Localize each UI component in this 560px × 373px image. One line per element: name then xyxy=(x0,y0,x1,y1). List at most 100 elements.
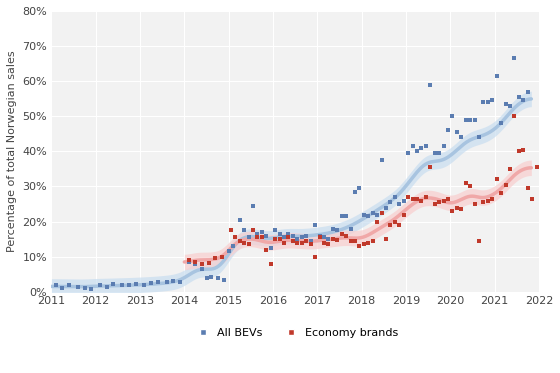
Point xyxy=(333,228,342,233)
Point xyxy=(306,241,315,247)
Point xyxy=(435,199,444,205)
Point xyxy=(262,247,271,253)
Point xyxy=(395,222,404,228)
Point xyxy=(413,148,422,154)
Point xyxy=(360,241,368,247)
Point xyxy=(131,282,140,288)
Point xyxy=(519,147,528,153)
Point xyxy=(175,279,184,285)
Point xyxy=(147,280,156,286)
Point xyxy=(244,241,253,247)
Point xyxy=(501,101,510,107)
Point xyxy=(506,166,515,172)
Point xyxy=(492,176,501,182)
Point xyxy=(413,196,422,202)
Point xyxy=(270,236,279,242)
Point xyxy=(532,164,541,170)
Point xyxy=(124,282,133,288)
Point xyxy=(399,211,408,217)
Point xyxy=(311,254,320,260)
Point xyxy=(288,233,297,239)
Point xyxy=(461,117,470,123)
Point xyxy=(364,213,373,219)
Point xyxy=(390,194,399,200)
Point xyxy=(404,150,413,156)
Point xyxy=(492,73,501,79)
Point xyxy=(169,278,178,284)
Point xyxy=(417,145,426,151)
Point xyxy=(466,117,475,123)
Point xyxy=(381,236,390,242)
Point xyxy=(184,257,193,263)
Point xyxy=(390,219,399,225)
Point xyxy=(73,283,82,289)
Point xyxy=(235,238,244,244)
Point xyxy=(381,204,390,210)
Point xyxy=(64,282,73,288)
Point xyxy=(258,234,267,240)
Point xyxy=(461,180,470,186)
Point xyxy=(337,231,346,237)
Point xyxy=(444,127,452,133)
Point xyxy=(324,236,333,242)
Point xyxy=(235,217,244,223)
Point xyxy=(258,229,267,235)
Legend: All BEVs, Economy brands: All BEVs, Economy brands xyxy=(188,323,403,342)
Point xyxy=(228,243,237,249)
Point xyxy=(191,259,200,265)
Point xyxy=(351,238,360,244)
Point xyxy=(355,243,364,249)
Point xyxy=(404,194,413,200)
Point xyxy=(279,234,288,240)
Point xyxy=(342,213,351,219)
Point xyxy=(426,82,435,88)
Point xyxy=(80,285,89,291)
Point xyxy=(510,113,519,119)
Point xyxy=(328,236,337,242)
Point xyxy=(452,204,461,210)
Point xyxy=(249,228,258,233)
Point xyxy=(328,226,337,232)
Point xyxy=(244,234,253,240)
Point xyxy=(457,134,466,140)
Point xyxy=(275,231,284,237)
Point xyxy=(224,248,233,254)
Point xyxy=(426,164,435,170)
Point xyxy=(267,261,276,267)
Point xyxy=(319,240,328,246)
Point xyxy=(140,282,149,288)
Point xyxy=(483,99,492,105)
Point xyxy=(528,196,536,202)
Point xyxy=(207,274,216,280)
Point xyxy=(198,261,207,267)
Point xyxy=(506,103,515,109)
Point xyxy=(368,238,377,244)
Point xyxy=(198,266,207,272)
Point xyxy=(153,279,162,285)
Point xyxy=(231,234,240,240)
Point xyxy=(474,238,483,244)
Point xyxy=(515,94,524,100)
Point xyxy=(118,282,127,288)
Point xyxy=(372,219,381,225)
Point xyxy=(421,194,430,200)
Point xyxy=(253,231,262,237)
Point xyxy=(470,117,479,123)
Point xyxy=(377,157,386,163)
Point xyxy=(211,256,220,261)
Point xyxy=(293,240,302,246)
Point xyxy=(217,254,226,260)
Point xyxy=(519,97,528,103)
Point xyxy=(319,234,328,240)
Point xyxy=(421,143,430,149)
Point xyxy=(279,240,288,246)
Point xyxy=(497,191,506,197)
Point xyxy=(288,238,297,244)
Point xyxy=(284,231,293,237)
Point xyxy=(204,260,213,266)
Point xyxy=(87,286,96,292)
Point xyxy=(444,196,452,202)
Point xyxy=(377,210,386,216)
Point xyxy=(408,143,417,149)
Point xyxy=(448,113,457,119)
